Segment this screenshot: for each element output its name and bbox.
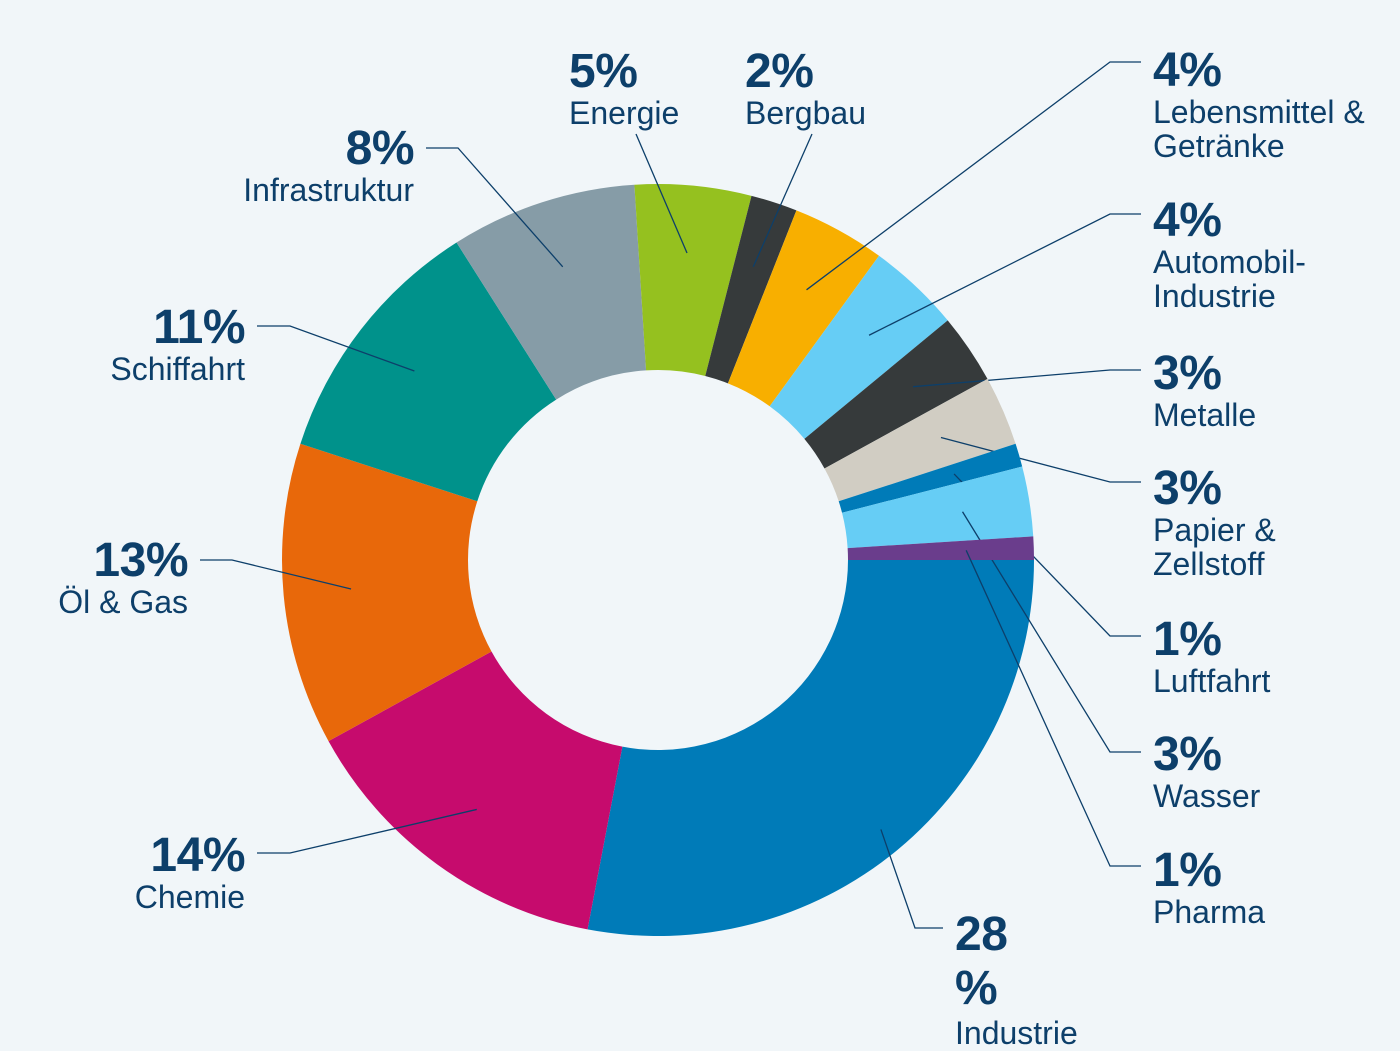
slice-percent-label: 3%: [1153, 462, 1222, 515]
slice-percent-label: 14%: [150, 829, 245, 882]
slice-percent-label: 3%: [1153, 347, 1222, 400]
slice-percent-label: 2%: [745, 45, 814, 98]
slice-label: 14% Chemie: [134, 829, 246, 915]
slice-category-label: Metalle: [1153, 397, 1257, 433]
slice-industrie: [587, 560, 1034, 936]
slice-category-label: Luftfahrt: [1153, 663, 1271, 699]
slice-category-label: Bergbau: [745, 95, 866, 131]
leader-line: [200, 559, 352, 590]
slice-percent-label: 5%: [569, 45, 638, 98]
leader-line: [912, 369, 1141, 388]
slice-label: 3% Wasser: [1153, 728, 1261, 814]
slice-category-label: Pharma: [1153, 894, 1266, 930]
slice-percent-label: 1%: [1153, 844, 1222, 897]
slice-label: 2% Bergbau: [745, 45, 866, 131]
slice-label: 1% Luftfahrt: [1153, 613, 1271, 699]
leader-line: [965, 550, 1141, 867]
slice-percent-label: 8%: [345, 122, 415, 175]
leader-line: [257, 808, 477, 854]
slice-label: 8% Infrastruktur: [243, 122, 415, 208]
slice-label: 3% Metalle: [1153, 347, 1257, 433]
slice-category-label: Chemie: [134, 879, 245, 915]
slice-percent-label: 1%: [1153, 613, 1222, 666]
slice-label: 1% Pharma: [1153, 844, 1266, 930]
slice-label: 5% Energie: [569, 45, 680, 131]
leader-line: [868, 213, 1141, 336]
slice-luftfahrt: [838, 443, 1023, 513]
slice-category-label: Wasser: [1153, 778, 1261, 814]
leader-line: [635, 133, 688, 254]
slice-category-label: Automobil- Industrie: [1153, 244, 1306, 314]
slice-papier: [824, 378, 1016, 502]
slice-metalle: [804, 320, 988, 469]
slice-percent-label: 3%: [1153, 728, 1222, 781]
slice-label: 4% Lebensmittel & Getränke: [1153, 44, 1365, 164]
leader-line: [806, 61, 1141, 291]
slice-label: 13% Öl & Gas: [58, 534, 188, 620]
slice-bergbau: [705, 195, 797, 384]
slice-category-label: Schiffahrt: [110, 351, 245, 387]
slice-öl: [282, 443, 492, 742]
slice-category-label: Papier & Zellstoff: [1153, 512, 1276, 582]
slice-energie: [634, 183, 752, 376]
slice-category-label: Öl & Gas: [58, 584, 188, 620]
leader-line: [257, 325, 415, 372]
slice-schiffahrt: [300, 242, 557, 502]
slice-category-label: Energie: [569, 95, 680, 131]
slice-category-label: Infrastruktur: [243, 172, 414, 208]
slice-wasser: [842, 466, 1034, 549]
leader-line: [961, 511, 1141, 753]
leader-line: [752, 133, 813, 268]
slice-lebensmittel: [727, 210, 880, 407]
slice-percent-label: 13%: [93, 534, 188, 587]
leader-line: [880, 829, 943, 929]
slice-percent-label: 28 %: [955, 908, 1008, 1015]
slice-chemie: [328, 651, 623, 930]
slice-label: 11% Schiffahrt: [110, 301, 245, 387]
slice-percent-label: 4%: [1153, 44, 1222, 97]
slice-label: 28 % Industrie: [955, 908, 1078, 1050]
slice-percent-label: 11%: [153, 301, 245, 354]
slice-label: 4% Automobil- Industrie: [1153, 194, 1306, 314]
slice-category-label: Industrie: [955, 1015, 1078, 1051]
slice-category-label: Lebensmittel & Getränke: [1153, 94, 1365, 164]
slice-label: 3% Papier & Zellstoff: [1153, 462, 1276, 582]
leader-line: [426, 147, 564, 268]
slice-pharma: [847, 536, 1034, 560]
slice-automobil: [769, 255, 948, 439]
slice-percent-label: 4%: [1153, 194, 1222, 247]
slice-infrastruktur: [456, 184, 647, 400]
